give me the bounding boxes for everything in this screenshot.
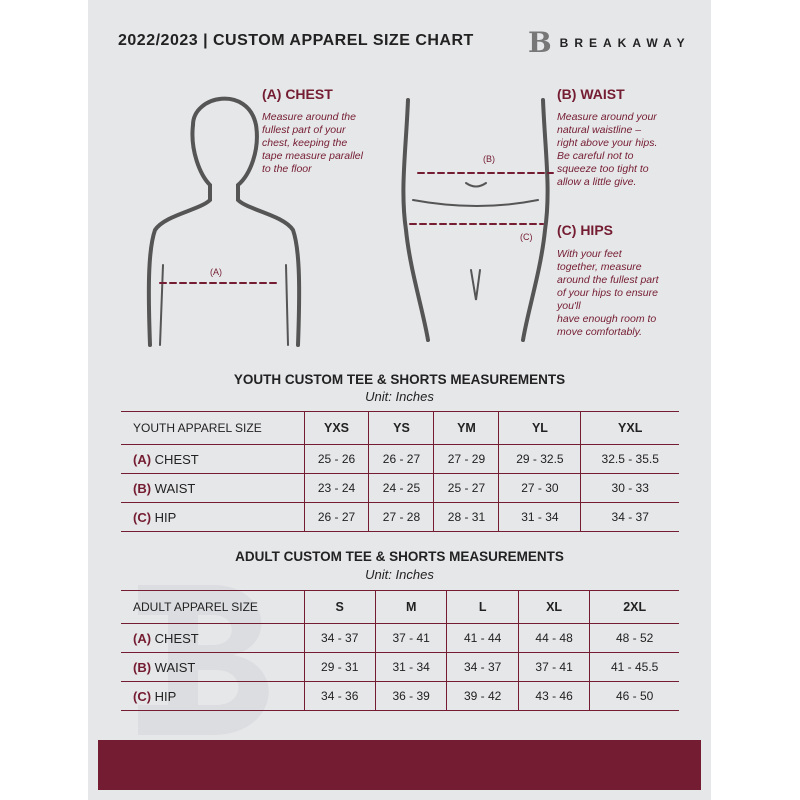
measure-code: (B) (133, 659, 152, 675)
measure-name: CHEST (154, 451, 199, 467)
table-row: (C) HIP 26 - 27 27 - 28 28 - 31 31 - 34 34 - … (121, 502, 679, 532)
measure-value: 43 - 46 (517, 681, 590, 711)
measure-value: 34 - 37 (580, 502, 679, 532)
measure-label: (A) CHEST (121, 623, 304, 653)
hips-heading: (C) HIPS (557, 222, 613, 238)
measure-value: 46 - 50 (589, 681, 679, 711)
measure-label: (A) CHEST (121, 444, 304, 474)
measure-value: 23 - 24 (303, 473, 369, 503)
measure-value: 27 - 28 (368, 502, 434, 532)
size-header: L (446, 590, 519, 624)
size-chart-page: 2022/2023 | CUSTOM APPAREL SIZE CHART B … (88, 0, 711, 800)
measure-value: 41 - 44 (446, 623, 519, 653)
chest-description: Measure around the fullest part of your ch… (262, 111, 363, 175)
page-title: 2022/2023 | CUSTOM APPAREL SIZE CHART (118, 32, 474, 49)
table-header-row: ADULT APPAREL SIZE S M L XL 2XL (121, 590, 679, 624)
waist-heading: (B) WAIST (557, 86, 625, 102)
measure-name: CHEST (154, 630, 199, 646)
measure-value: 36 - 39 (374, 681, 447, 711)
measure-value: 39 - 42 (446, 681, 519, 711)
measure-value: 31 - 34 (374, 652, 447, 682)
measure-value: 34 - 36 (303, 681, 376, 711)
table-row: (C) HIP 34 - 36 36 - 39 39 - 42 43 - 46 46 - … (121, 681, 679, 711)
brand-logo: B BREAKAWAY (528, 26, 691, 59)
measure-value: 25 - 27 (433, 473, 499, 503)
lower-body-figure (401, 98, 550, 342)
brand-name: BREAKAWAY (559, 35, 691, 50)
measure-code: (A) (133, 451, 152, 467)
measure-value: 37 - 41 (374, 623, 447, 653)
measure-value: 27 - 29 (433, 444, 499, 474)
measure-value: 31 - 34 (498, 502, 581, 532)
measure-value: 32.5 - 35.5 (580, 444, 679, 474)
youth-table-title: YOUTH CUSTOM TEE & SHORTS MEASUREMENTS (233, 372, 566, 387)
measure-value: 28 - 31 (433, 502, 499, 532)
measure-value: 27 - 30 (498, 473, 581, 503)
size-label: ADULT APPAREL SIZE (121, 590, 304, 624)
measure-name: HIP (154, 509, 177, 525)
measure-value: 26 - 27 (368, 444, 434, 474)
measure-value: 48 - 52 (589, 623, 679, 653)
measure-value: 24 - 25 (368, 473, 434, 503)
measure-name: HIP (154, 688, 177, 704)
measure-code: (C) (133, 509, 152, 525)
measure-code: (A) (133, 630, 152, 646)
measure-value: 34 - 37 (303, 623, 376, 653)
waist-description: Measure around your natural waistline – ri… (557, 111, 658, 188)
table-row: (A) CHEST 25 - 26 26 - 27 27 - 29 29 - 32.5 3… (121, 444, 679, 474)
measure-value: 44 - 48 (517, 623, 590, 653)
youth-unit: Unit: Inches (365, 389, 434, 404)
waist-marker: (B) (483, 154, 495, 164)
measure-value: 34 - 37 (446, 652, 519, 682)
measure-value: 41 - 45.5 (589, 652, 679, 682)
hip-marker: (C) (520, 232, 533, 242)
measure-label: (B) WAIST (121, 473, 304, 503)
table-header-row: YOUTH APPAREL SIZE YXS YS YM YL YXL (121, 411, 679, 445)
body-illustrations (146, 96, 554, 347)
size-header: YM (433, 411, 499, 445)
measure-value: 29 - 31 (303, 652, 376, 682)
size-header: 2XL (589, 590, 679, 624)
size-header: M (374, 590, 447, 624)
measure-name: WAIST (154, 659, 196, 675)
table-row: (B) WAIST 29 - 31 31 - 34 34 - 37 37 - 41 41 … (121, 652, 679, 682)
measure-label: (C) HIP (121, 502, 304, 532)
measure-name: WAIST (154, 480, 196, 496)
measure-value: 29 - 32.5 (498, 444, 581, 474)
measure-value: 30 - 33 (580, 473, 679, 503)
size-header: YS (368, 411, 434, 445)
table-row: (B) WAIST 23 - 24 24 - 25 25 - 27 27 - 30 30 … (121, 473, 679, 503)
footer-band (98, 740, 701, 790)
size-label: YOUTH APPAREL SIZE (121, 411, 304, 445)
adult-unit: Unit: Inches (365, 567, 434, 582)
upper-body-figure (146, 96, 302, 347)
youth-size-table: YOUTH APPAREL SIZE YXS YS YM YL YXL (A) CHEST 2… (121, 411, 679, 532)
size-header: YL (498, 411, 581, 445)
size-header: S (303, 590, 376, 624)
measure-code: (B) (133, 480, 152, 496)
brand-mark-icon: B (528, 26, 552, 59)
size-header: YXS (303, 411, 369, 445)
size-header: YXL (580, 411, 679, 445)
adult-size-table: ADULT APPAREL SIZE S M L XL 2XL (A) CHEST 34 - … (121, 590, 679, 711)
hips-description: With your feet together, measure around th… (557, 248, 659, 338)
measure-label: (C) HIP (121, 681, 304, 711)
chest-marker: (A) (210, 267, 222, 277)
measure-code: (C) (133, 688, 152, 704)
size-header: XL (517, 590, 590, 624)
measure-value: 25 - 26 (303, 444, 369, 474)
chest-heading: (A) CHEST (262, 86, 333, 102)
adult-table-title: ADULT CUSTOM TEE & SHORTS MEASUREMENTS (235, 549, 564, 564)
measure-value: 37 - 41 (517, 652, 590, 682)
table-row: (A) CHEST 34 - 37 37 - 41 41 - 44 44 - 48 48 … (121, 623, 679, 653)
measure-label: (B) WAIST (121, 652, 304, 682)
measure-value: 26 - 27 (303, 502, 369, 532)
